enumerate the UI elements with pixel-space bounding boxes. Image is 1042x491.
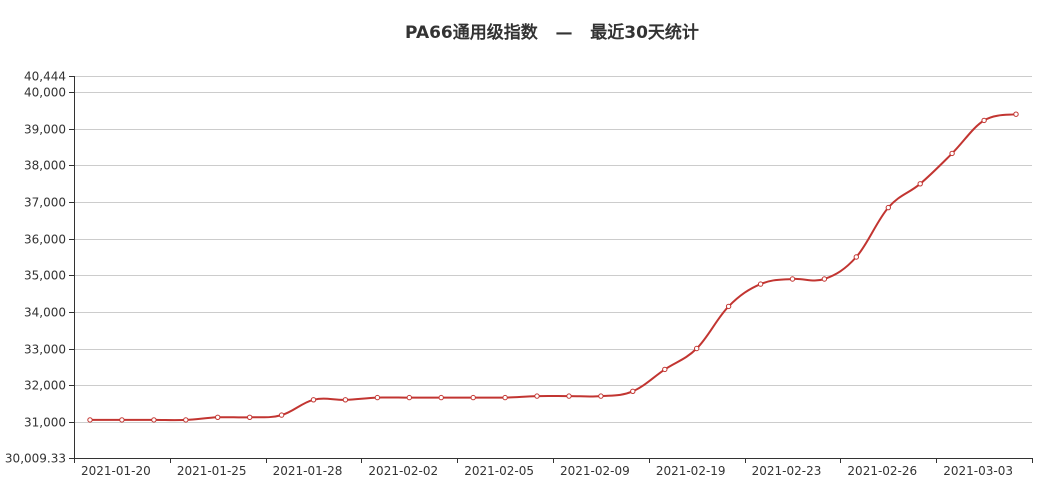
axes	[69, 76, 1033, 463]
data-point	[151, 417, 157, 423]
x-tick-label: 2021-02-09	[560, 464, 630, 478]
data-point	[598, 393, 604, 399]
x-tick-label: 2021-01-20	[81, 464, 151, 478]
data-point	[821, 276, 828, 282]
y-tick-label: 39,000	[24, 123, 66, 137]
x-axis-labels: 2021-01-20 2021-01-25 2021-01-28 2021-02-02…	[81, 464, 1013, 478]
data-point	[853, 254, 859, 260]
chart-title: PA66通用级指数 — 最近30天统计	[405, 23, 699, 43]
y-tick-label: 30,009.33	[5, 452, 66, 466]
x-tick-label: 2021-01-25	[177, 464, 247, 478]
x-tick-label: 2021-02-23	[752, 464, 822, 478]
data-point	[438, 394, 444, 401]
series-line	[89, 113, 1017, 422]
y-tick-label: 32,000	[24, 379, 66, 393]
data-point	[566, 393, 572, 399]
y-axis-labels: 40,444 40,000 39,000 38,000 37,000 36,000 35,0…	[5, 70, 66, 466]
grid-lines	[74, 76, 1032, 423]
data-point	[694, 345, 700, 352]
data-point	[215, 414, 221, 420]
data-point	[87, 417, 93, 423]
y-tick-label: 40,000	[24, 86, 66, 100]
x-tick-label: 2021-02-19	[656, 464, 726, 478]
data-point	[757, 281, 764, 287]
x-tick-label: 2021-02-02	[368, 464, 438, 478]
data-point	[278, 412, 285, 418]
x-tick-label: 2021-02-05	[464, 464, 534, 478]
data-point	[917, 181, 923, 187]
data-point	[247, 414, 253, 420]
y-tick-label: 38,000	[24, 159, 66, 173]
data-point	[725, 303, 732, 310]
data-point	[470, 394, 476, 401]
data-point	[342, 397, 349, 403]
data-point	[1013, 111, 1019, 117]
data-point	[534, 393, 540, 399]
y-tick-label: 37,000	[24, 196, 66, 210]
y-tick-label: 34,000	[24, 306, 66, 320]
data-point	[789, 276, 796, 282]
series-points	[87, 111, 1019, 423]
y-tick-label: 36,000	[24, 233, 66, 247]
x-tick-label: 2021-03-03	[943, 464, 1013, 478]
data-point	[310, 397, 317, 403]
data-point	[374, 394, 381, 401]
x-tick-label: 2021-01-28	[273, 464, 343, 478]
data-point	[662, 366, 668, 373]
data-point	[885, 204, 891, 211]
x-tick-label: 2021-02-26	[847, 464, 917, 478]
data-point	[502, 394, 508, 401]
y-tick-label: 31,000	[24, 416, 66, 430]
data-point	[406, 394, 412, 401]
data-point	[119, 417, 125, 423]
y-tick-label: 40,444	[24, 70, 66, 84]
data-point	[183, 417, 189, 423]
y-tick-label: 33,000	[24, 343, 66, 357]
data-point	[630, 388, 636, 394]
y-tick-label: 35,000	[24, 269, 66, 283]
series-line-path	[89, 113, 1017, 422]
data-point	[949, 150, 955, 157]
data-point	[981, 117, 987, 124]
